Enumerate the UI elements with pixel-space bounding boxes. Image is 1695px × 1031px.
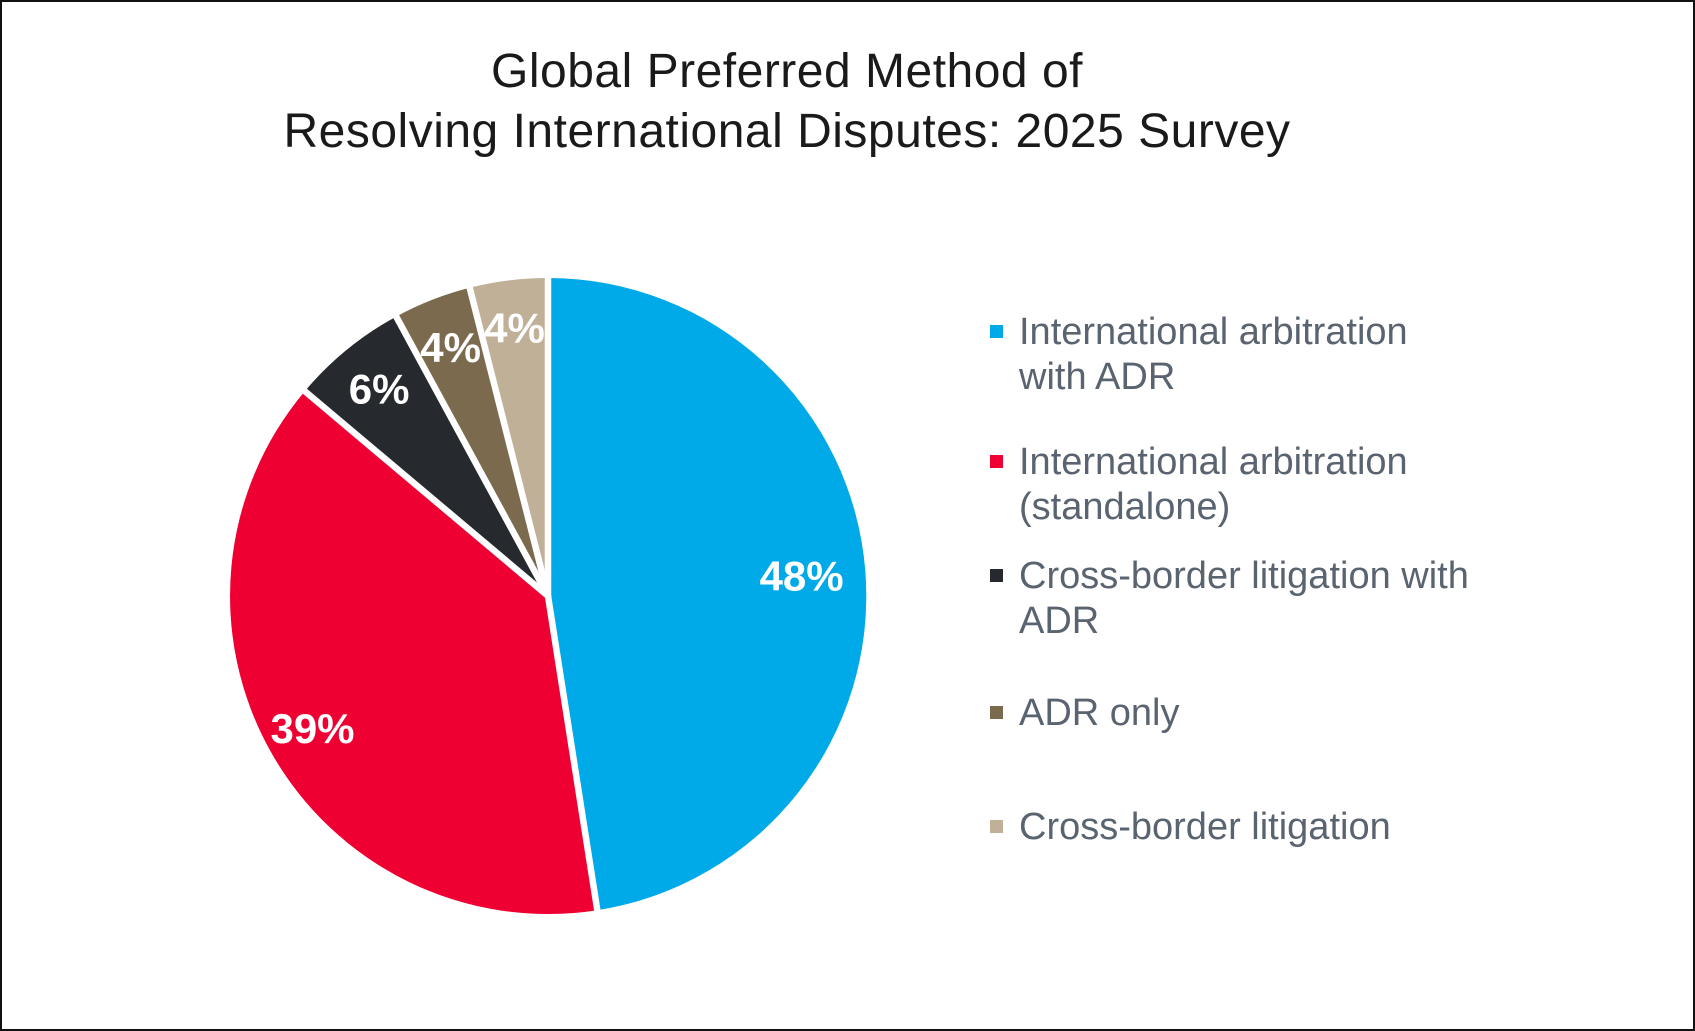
slice-separator — [392, 313, 552, 600]
pie-slice-adr-only — [396, 287, 548, 596]
pie-slice-cross-border-litigation-with-adr — [304, 316, 548, 596]
pie-slice-label: 4% — [420, 324, 481, 371]
chart-title-line-1: Global Preferred Method of — [491, 45, 1083, 98]
slice-separator — [466, 284, 552, 600]
pie-slice-international-arbitration-standalone — [230, 391, 598, 915]
pie-slice-label: 48% — [760, 553, 844, 600]
pie-slices-group: 48%39%6%4% 4% — [230, 274, 867, 915]
pie-slice-label: 39% — [270, 705, 354, 752]
slice-separator — [544, 592, 601, 914]
chart-title-line-2: Resolving International Disputes: 2025 S… — [283, 105, 1291, 158]
pie-slice-international-arbitration-with-adr — [548, 277, 867, 911]
chart-title: Global Preferred Method of Resolving Int… — [142, 42, 1432, 162]
pie-slice-label: 6% — [349, 366, 410, 413]
pie-slice-label: 4% — [484, 304, 545, 351]
slice-separator — [301, 387, 552, 600]
